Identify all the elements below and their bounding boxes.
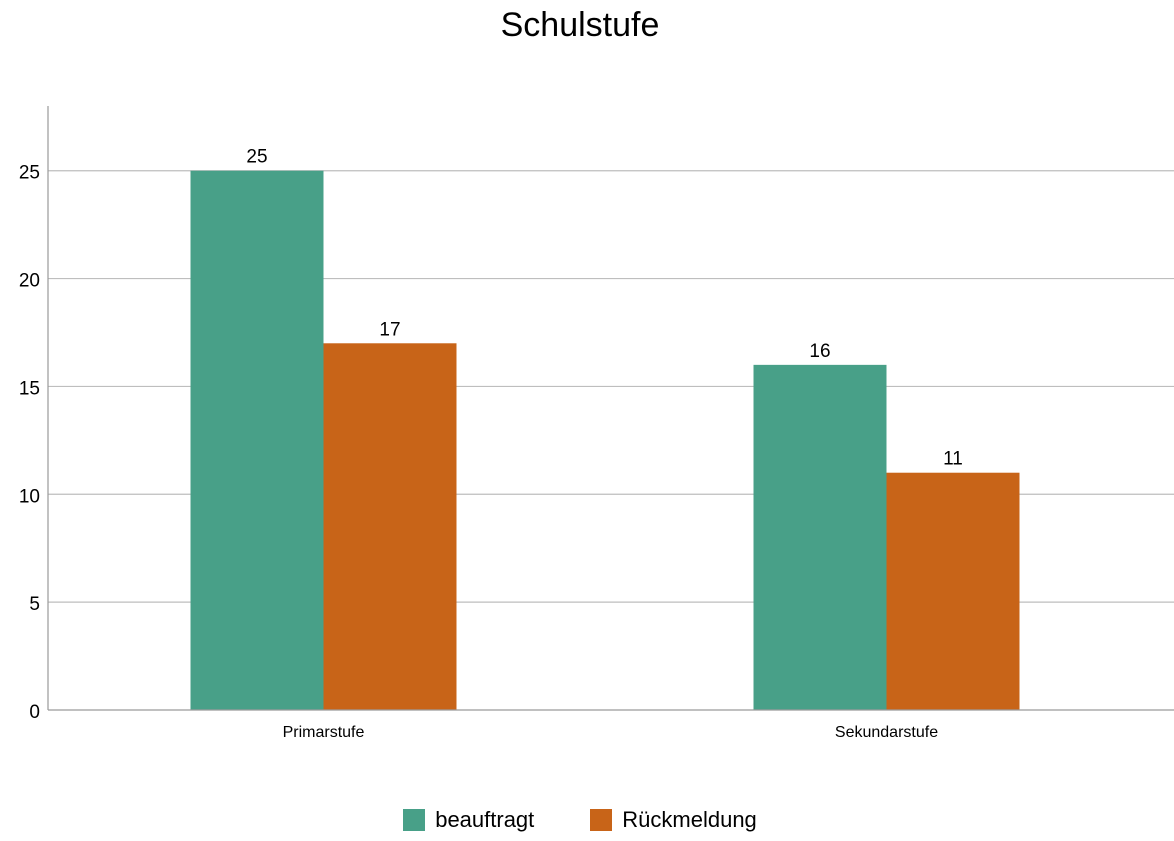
- bar-beauftragt-1: [753, 364, 887, 710]
- x-tick-label: Primarstufe: [283, 724, 365, 741]
- data-label: 11: [943, 449, 963, 470]
- bar-beauftragt-0: [190, 170, 324, 710]
- legend-label-rueckmeldung: Rückmeldung: [622, 807, 757, 832]
- x-axis-tick-labels: Primarstufe Sekundarstufe: [283, 724, 939, 741]
- bar-chart: 0 5 10 15 20 25 25 17 16 11 Primarstufe Sekundars…: [19, 106, 1174, 741]
- legend-item-beauftragt[interactable]: beauftragt: [403, 807, 534, 833]
- y-axis-tick-labels: 0 5 10 15 20 25: [19, 163, 40, 723]
- y-tick-label: 0: [29, 702, 40, 723]
- data-labels: 25 17 16 11: [246, 147, 962, 470]
- y-tick-label: 5: [29, 594, 40, 615]
- chart-title: Schulstufe: [500, 6, 660, 44]
- legend-label-beauftragt: beauftragt: [435, 807, 535, 832]
- y-tick-label: 10: [19, 486, 40, 507]
- data-label: 25: [246, 147, 267, 168]
- y-tick-label: 15: [19, 378, 40, 399]
- legend-swatch-beauftragt: [403, 809, 426, 831]
- legend: beauftragt Rückmeldung: [0, 807, 1160, 833]
- data-label: 16: [809, 341, 830, 362]
- y-tick-label: 25: [19, 163, 40, 184]
- x-tick-label: Sekundarstufe: [835, 724, 938, 741]
- legend-swatch-rueckmeldung: [590, 809, 613, 831]
- bar-r-ckmeldung-0: [323, 343, 457, 710]
- data-label: 17: [379, 319, 400, 340]
- legend-item-rueckmeldung[interactable]: Rückmeldung: [590, 807, 757, 833]
- y-tick-label: 20: [19, 271, 40, 292]
- bars: [190, 170, 1020, 710]
- bar-r-ckmeldung-1: [886, 472, 1020, 710]
- axes: [47, 106, 1174, 711]
